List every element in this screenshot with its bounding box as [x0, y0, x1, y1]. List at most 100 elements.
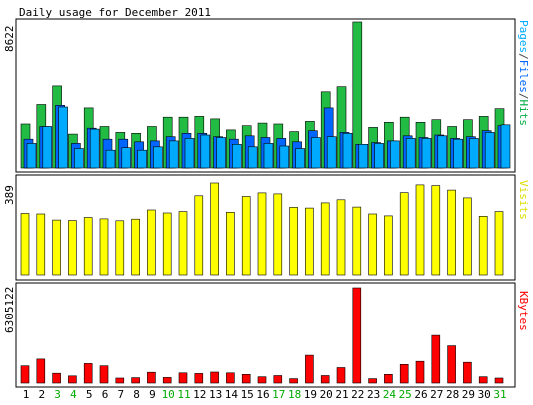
visits-bar [210, 182, 219, 276]
kbytes-bar [83, 363, 93, 384]
kbytes-ymax-label: 6305122 [3, 287, 16, 333]
kbytes-bar [241, 373, 251, 384]
pages-bar [437, 135, 448, 169]
x-tick-label: 14 [225, 388, 239, 401]
x-tick-label: 24 [383, 388, 397, 401]
pages-bar [42, 126, 53, 169]
hits-legend: Pages/Files/Hits [517, 20, 530, 126]
visits-bar [115, 220, 125, 276]
x-tick-label: 10 [162, 388, 175, 401]
pages-bar [263, 143, 274, 169]
pages-bar [500, 124, 511, 169]
chart-title: Daily usage for December 2011 [19, 6, 211, 19]
kbytes-bar [447, 345, 456, 384]
pages-bar [89, 128, 100, 169]
kbytes-bar [399, 363, 409, 384]
x-tick-label: 23 [367, 388, 380, 401]
kbytes-bar [115, 377, 125, 384]
kbytes-bar [194, 373, 204, 384]
x-tick-label: 8 [133, 388, 140, 401]
pages-bar [421, 138, 432, 169]
pages-bar [153, 146, 163, 169]
visits-bar [194, 195, 204, 276]
visits-bar [384, 215, 393, 276]
kbytes-bar [305, 354, 314, 384]
pages-bar [374, 143, 384, 169]
x-tick-label: 31 [493, 388, 506, 401]
x-tick-label: 15 [241, 388, 254, 401]
x-tick-label: 13 [209, 388, 222, 401]
kbytes-bar [257, 376, 267, 384]
visits-bar [289, 207, 298, 276]
visits-bar [336, 199, 346, 276]
kbytes-bar [368, 378, 377, 384]
pages-bar [216, 137, 226, 169]
x-tick-label: 20 [320, 388, 333, 401]
pages-bar [168, 140, 179, 169]
pages-bar [105, 149, 116, 169]
visits-bar [241, 196, 251, 276]
kbytes-bar [415, 360, 425, 384]
visits-bar [20, 213, 30, 276]
kbytes-bar [210, 371, 219, 384]
x-tick-label: 2 [38, 388, 45, 401]
x-tick-label: 27 [430, 388, 443, 401]
x-tick-label: 11 [177, 388, 190, 401]
pages-bar [358, 144, 369, 169]
visits-bar [415, 184, 425, 276]
kbytes-bar [36, 358, 46, 384]
legend-sep-1: / [517, 53, 530, 60]
pages-bar [74, 148, 84, 169]
x-tick-label: 5 [86, 388, 93, 401]
visits-bars [20, 182, 504, 276]
pages-bar [26, 143, 37, 169]
visits-bar [83, 217, 93, 276]
kbytes-bar [20, 365, 30, 384]
visits-bar [273, 193, 283, 276]
pages-bar [247, 146, 258, 169]
hits-ymax-label: 8622 [3, 26, 16, 53]
visits-bar [320, 202, 330, 276]
visits-bar [431, 185, 441, 276]
kbytes-legend: KBytes [517, 291, 530, 331]
legend-sep-2: / [517, 93, 530, 100]
visits-legend: Visits [517, 180, 530, 220]
visits-ymax-label: 389 [3, 185, 16, 205]
visits-bar [305, 207, 314, 276]
pages-bar [58, 106, 68, 169]
pages-bar [295, 148, 305, 169]
x-tick-label: 22 [351, 388, 364, 401]
visits-bar [257, 192, 267, 276]
visits-bar [99, 218, 109, 276]
kbytes-bar [431, 334, 441, 384]
kbytes-bar [384, 373, 393, 384]
kbytes-bar [463, 361, 472, 384]
kbytes-bars [20, 287, 504, 384]
visits-bar [494, 211, 504, 276]
pages-bar [279, 145, 290, 169]
pages-bar [390, 140, 400, 169]
visits-bar [36, 213, 46, 276]
visits-bar [131, 218, 140, 276]
x-tick-label: 25 [399, 388, 412, 401]
x-tick-label: 7 [117, 388, 124, 401]
x-tick-label: 28 [446, 388, 459, 401]
x-tick-label: 17 [272, 388, 285, 401]
kbytes-bar [99, 365, 109, 384]
legend-pages: Pages [517, 20, 530, 53]
pages-bar [326, 136, 337, 169]
kbytes-bar [162, 377, 172, 384]
hits-bars [20, 21, 511, 169]
x-tick-label: 4 [70, 388, 77, 401]
visits-bar [399, 192, 409, 276]
kbytes-bar [52, 372, 61, 384]
kbytes-bar [289, 378, 298, 384]
visits-bar [352, 206, 362, 276]
x-tick-label: 30 [478, 388, 491, 401]
pages-bar [232, 144, 242, 169]
visits-bar [478, 216, 488, 276]
kbytes-bar [131, 377, 140, 384]
visits-bar [368, 213, 377, 276]
pages-bar [200, 134, 211, 169]
